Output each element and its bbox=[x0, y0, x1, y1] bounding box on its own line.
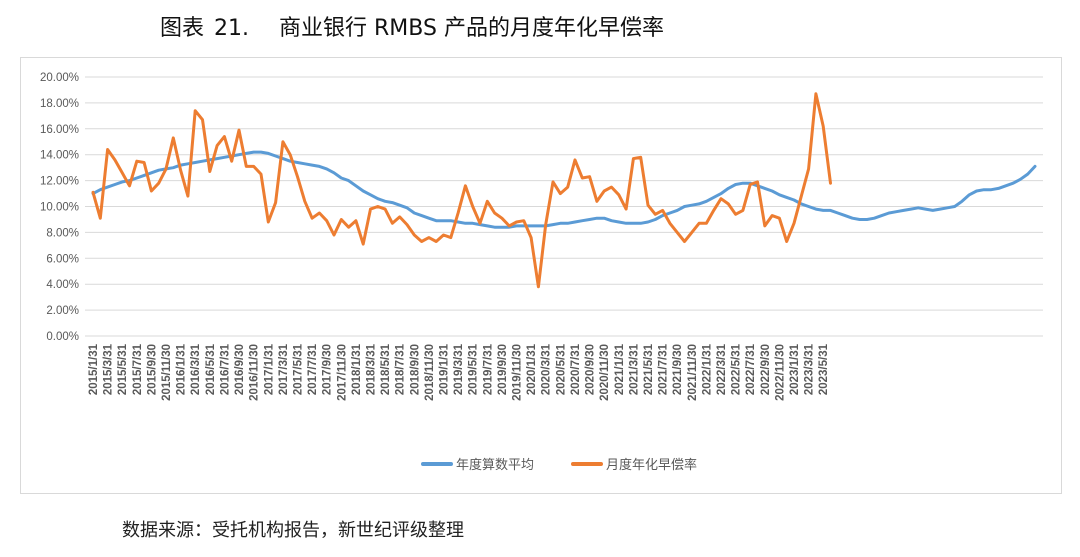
y-tick-label: 16.00% bbox=[40, 124, 79, 136]
x-tick-label: 2017/9/30 bbox=[322, 344, 334, 395]
y-tick-label: 6.00% bbox=[46, 253, 79, 265]
x-tick-label: 2019/7/31 bbox=[482, 343, 494, 395]
legend: 年度算数平均 月度年化早偿率 bbox=[421, 457, 697, 473]
x-tick-label: 2017/7/31 bbox=[307, 343, 319, 395]
x-tick-label: 2022/9/30 bbox=[760, 344, 772, 395]
x-tick-label: 2018/3/31 bbox=[365, 343, 377, 395]
x-tick-label: 2020/7/31 bbox=[570, 343, 582, 395]
figure-label: 图表 bbox=[160, 16, 205, 41]
y-tick-label: 10.00% bbox=[40, 202, 79, 214]
x-tick-label: 2015/1/31 bbox=[88, 343, 100, 395]
chart-frame: 0.00% 2.00% 4.00% 6.00% 8.00% 10.00% 12.00% 14.… bbox=[20, 57, 1062, 494]
x-tick-label: 2018/11/30 bbox=[424, 344, 436, 401]
x-tick-label: 2019/3/31 bbox=[453, 343, 465, 395]
x-tick-label: 2015/11/30 bbox=[161, 344, 173, 401]
x-tick-label: 2022/3/31 bbox=[716, 343, 728, 395]
legend-label: 月度年化早偿率 bbox=[606, 457, 697, 473]
x-tick-label: 2016/5/31 bbox=[205, 343, 217, 395]
x-tick-label: 2015/3/31 bbox=[103, 343, 115, 395]
x-tick-label: 2019/1/31 bbox=[439, 343, 451, 395]
x-tick-label: 2022/5/31 bbox=[731, 343, 743, 395]
x-tick-label: 2023/1/31 bbox=[789, 343, 801, 395]
y-axis: 0.00% 2.00% 4.00% 6.00% 8.00% 10.00% 12.00% 14.… bbox=[40, 72, 79, 343]
x-tick-label: 2020/1/31 bbox=[526, 343, 538, 395]
x-tick-label: 2016/7/31 bbox=[219, 343, 231, 395]
x-tick-label: 2020/9/30 bbox=[585, 344, 597, 395]
x-tick-label: 2017/11/30 bbox=[336, 344, 348, 401]
y-tick-label: 14.00% bbox=[40, 150, 79, 162]
x-tick-label: 2017/1/31 bbox=[263, 343, 275, 395]
x-tick-label: 2016/9/30 bbox=[234, 344, 246, 395]
x-tick-label: 2019/5/31 bbox=[468, 343, 480, 395]
x-tick-label: 2015/5/31 bbox=[117, 343, 129, 395]
x-tick-label: 2020/5/31 bbox=[555, 343, 567, 395]
x-tick-label: 2019/11/30 bbox=[512, 344, 524, 401]
x-tick-label: 2022/1/31 bbox=[701, 343, 713, 395]
x-tick-label: 2016/1/31 bbox=[176, 343, 188, 395]
line-chart: 0.00% 2.00% 4.00% 6.00% 8.00% 10.00% 12.00% 14.… bbox=[40, 72, 1043, 473]
x-tick-label: 2017/3/31 bbox=[278, 343, 290, 395]
x-tick-label: 2021/5/31 bbox=[643, 343, 655, 395]
x-tick-label: 2019/9/30 bbox=[497, 344, 509, 395]
x-tick-label: 2021/11/30 bbox=[687, 344, 699, 401]
x-tick-label: 2020/3/31 bbox=[541, 343, 553, 395]
figure-title: 图表 21. 商业银行 RMBS 产品的月度年化早偿率 bbox=[160, 10, 664, 42]
x-tick-label: 2016/3/31 bbox=[190, 343, 202, 395]
y-tick-label: 2.00% bbox=[46, 305, 79, 317]
x-tick-label: 2018/1/31 bbox=[351, 343, 363, 395]
x-tick-label: 2021/3/31 bbox=[628, 343, 640, 395]
figure-number: 21. bbox=[214, 16, 250, 41]
x-tick-label: 2023/3/31 bbox=[804, 343, 816, 395]
x-tick-label: 2016/11/30 bbox=[249, 344, 261, 401]
x-tick-label: 2015/9/30 bbox=[146, 344, 158, 395]
grid-lines bbox=[85, 76, 1043, 337]
series-line bbox=[91, 92, 832, 289]
y-tick-label: 20.00% bbox=[40, 72, 79, 84]
x-tick-label: 2020/11/30 bbox=[599, 344, 611, 401]
x-tick-label: 2021/1/31 bbox=[614, 343, 626, 395]
source-note: 数据来源：受托机构报告，新世纪评级整理 bbox=[122, 520, 464, 541]
x-tick-label: 2022/7/31 bbox=[745, 343, 757, 395]
x-axis: 2015/1/31 2015/3/31 2015/5/31 2015/7/31 2015… bbox=[88, 343, 830, 401]
x-tick-label: 2017/5/31 bbox=[292, 343, 304, 395]
legend-label: 年度算数平均 bbox=[456, 457, 534, 473]
x-tick-label: 2021/9/30 bbox=[672, 344, 684, 395]
x-tick-label: 2015/7/31 bbox=[132, 343, 144, 395]
x-tick-label: 2018/9/30 bbox=[409, 344, 421, 395]
figure-title-text: 商业银行 RMBS 产品的月度年化早偿率 bbox=[279, 16, 664, 41]
y-tick-label: 18.00% bbox=[40, 98, 79, 110]
x-tick-label: 2023/5/31 bbox=[818, 343, 830, 395]
y-tick-label: 8.00% bbox=[46, 227, 79, 239]
x-tick-label: 2022/11/30 bbox=[774, 344, 786, 401]
x-tick-label: 2018/5/31 bbox=[380, 343, 392, 395]
y-tick-label: 4.00% bbox=[46, 279, 79, 291]
y-tick-label: 12.00% bbox=[40, 176, 79, 188]
x-tick-label: 2021/7/31 bbox=[658, 343, 670, 395]
series-line bbox=[91, 150, 1037, 229]
x-tick-label: 2018/7/31 bbox=[395, 343, 407, 395]
series-lines bbox=[91, 92, 1037, 289]
y-tick-label: 0.00% bbox=[46, 331, 79, 343]
